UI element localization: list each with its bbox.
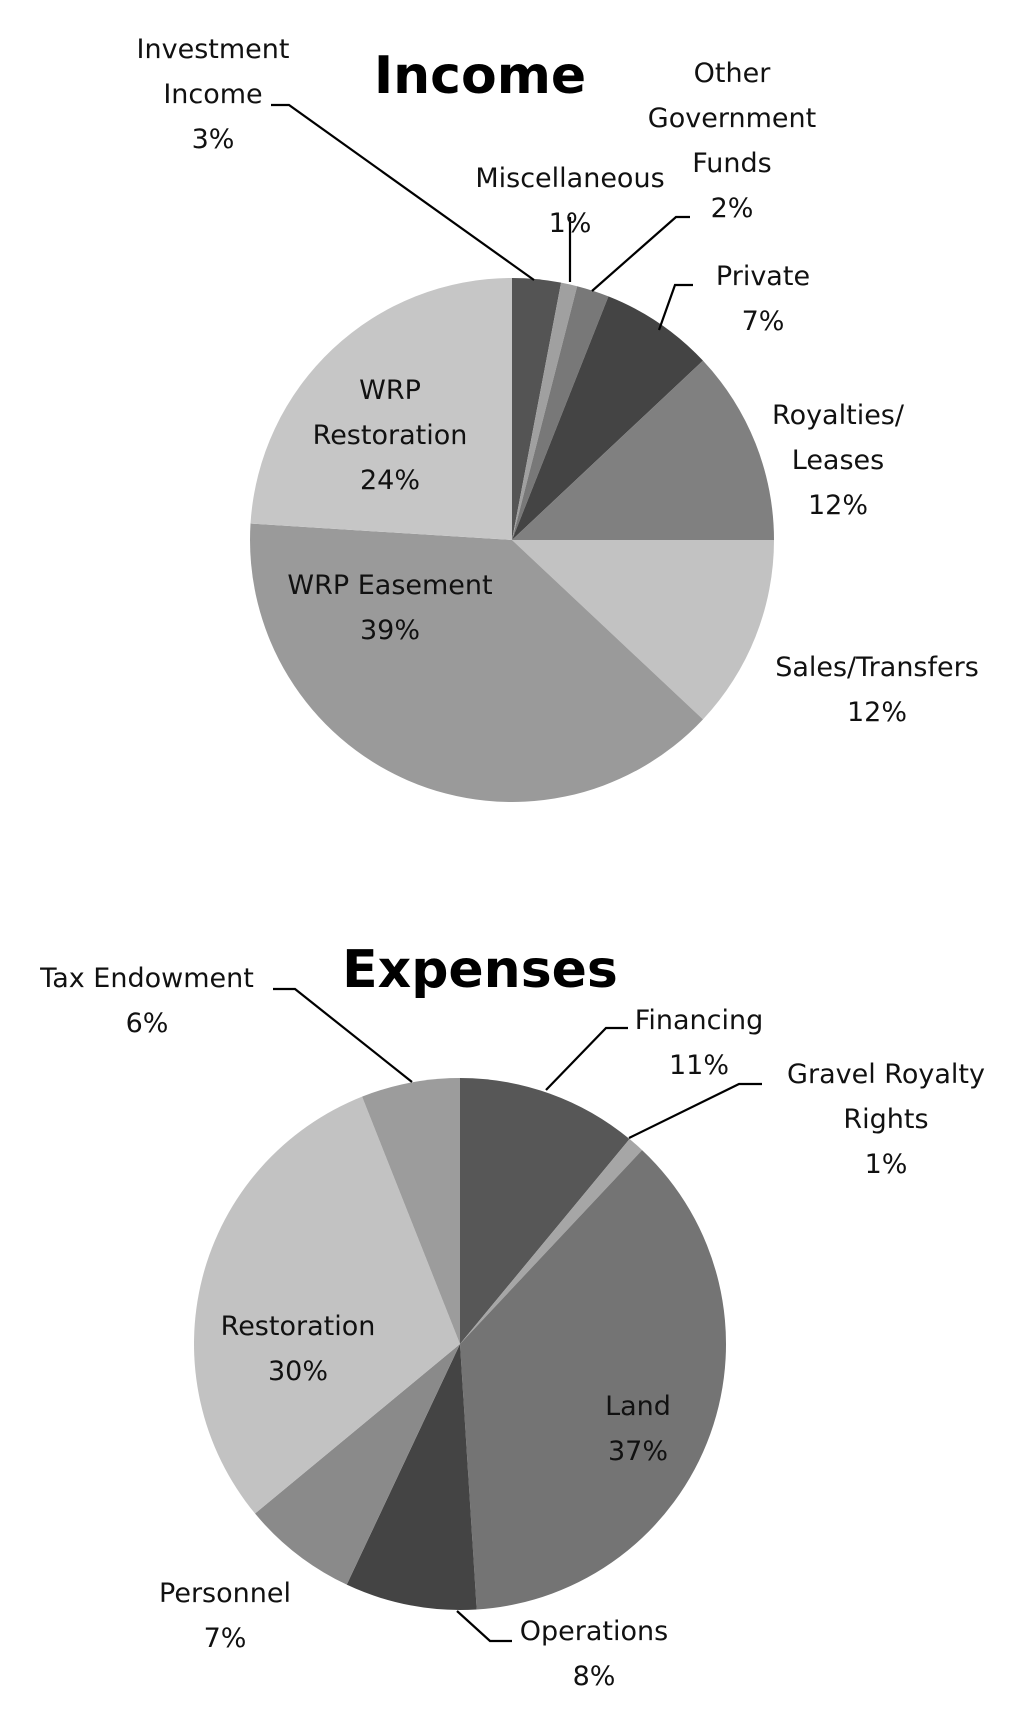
data-label-line: Operations (520, 1616, 668, 1647)
pie-slice-sales-transfers (512, 540, 774, 720)
data-label-line: Restoration (313, 420, 468, 451)
data-label-line: 1% (549, 208, 592, 239)
leader-line-gravel-royalty-rights (628, 1082, 762, 1139)
data-label-line: Gravel Royalty (787, 1059, 985, 1090)
data-label-line: 11% (669, 1050, 729, 1081)
data-label-line: 7% (204, 1623, 247, 1654)
data-label-restoration: Restoration 30% (221, 1311, 376, 1387)
data-label-line: Land (605, 1391, 671, 1422)
pie-slice-land (460, 1150, 727, 1610)
pie-slice-wrp-easement (250, 523, 703, 802)
expenses-pie-chart: Expenses Financing 11% Gravel Royalty Rights… (39, 940, 985, 1692)
data-label-line: 12% (808, 490, 868, 521)
data-label-royalties-leases: Royalties/Leases 12% (772, 400, 905, 521)
data-label-line: 30% (268, 1356, 328, 1387)
pie-slice-miscellaneous (512, 282, 578, 540)
data-label-wrp-easement: WRP Easement 39% (287, 570, 492, 646)
leader-line-tax-endowment (273, 987, 413, 1083)
pie-slice-investment-income (512, 278, 562, 540)
leader-line-other-government-funds (591, 215, 690, 292)
pie-slice-gravel-royalty-rights (460, 1139, 643, 1344)
income-pie-chart: Income Investment Income 3% Miscellaneous 1% O… (137, 34, 979, 802)
data-label-wrp-restoration: WRP Restoration 24% (313, 375, 468, 496)
pie-slice-personnel (255, 1344, 460, 1585)
data-label-line: 2% (711, 193, 754, 224)
pie-slice-wrp-restoration (250, 278, 512, 540)
data-label-investment-income: Investment Income 3% (137, 34, 290, 155)
data-label-line: Leases (792, 445, 884, 476)
pie-slice-royalties-leases (512, 360, 774, 540)
data-label-line: 7% (742, 306, 785, 337)
data-label-line: 39% (360, 615, 420, 646)
data-label-line: Sales/Transfers (775, 652, 979, 683)
pie-slice-tax-endowment (362, 1078, 460, 1344)
data-label-line: Income (163, 79, 262, 110)
data-label-financing: Financing 11% (635, 1005, 763, 1081)
data-label-gravel-royalty-rights: Gravel Royalty Rights 1% (787, 1059, 985, 1180)
data-label-line: Other (694, 58, 772, 89)
data-label-line: Government (648, 103, 816, 134)
data-label-line: Funds (692, 148, 771, 179)
data-label-land: Land 37% (605, 1391, 671, 1467)
pie-slice-private (512, 296, 703, 540)
data-label-tax-endowment: Tax Endowment 6% (39, 963, 254, 1039)
data-label-line: Miscellaneous (475, 163, 664, 194)
data-label-line: WRP Easement (287, 570, 492, 601)
data-label-line: 6% (126, 1008, 169, 1039)
data-label-operations: Operations 8% (520, 1616, 668, 1692)
pie-slice-other-government-funds (512, 286, 609, 540)
pie-slice-financing (460, 1078, 630, 1344)
data-label-line: 3% (192, 124, 235, 155)
data-label-line: 8% (573, 1661, 616, 1692)
data-label-other-government-funds: Other Government Funds 2% (648, 58, 816, 224)
data-label-private: Private 7% (716, 261, 810, 337)
data-label-line: Restoration (221, 1311, 376, 1342)
leader-line-operations (456, 1610, 512, 1643)
data-label-line: 24% (360, 465, 420, 496)
data-label-personnel: Personnel 7% (159, 1578, 291, 1654)
data-label-line: Tax Endowment (39, 963, 254, 994)
expenses-chart-title: Expenses (342, 940, 618, 1000)
pie-slice-restoration (194, 1096, 460, 1514)
data-label-line: Royalties/ (772, 400, 905, 431)
leader-line-private (657, 283, 693, 331)
leader-line-financing (545, 1026, 628, 1091)
data-label-line: Financing (635, 1005, 763, 1036)
data-label-miscellaneous: Miscellaneous 1% (475, 163, 664, 239)
data-label-sales-transfers: Sales/Transfers 12% (775, 652, 979, 728)
data-label-line: 37% (608, 1436, 668, 1467)
pie-slice-operations (346, 1344, 477, 1611)
data-label-line: Investment (137, 34, 290, 65)
data-label-line: Personnel (159, 1578, 291, 1609)
data-label-line: Private (716, 261, 810, 292)
data-label-line: 12% (847, 697, 907, 728)
leader-line-investment-income (271, 103, 535, 281)
data-label-line: WRP (359, 375, 421, 406)
income-chart-title: Income (374, 46, 586, 106)
data-label-line: Rights (843, 1104, 928, 1135)
data-label-line: 1% (865, 1149, 908, 1180)
